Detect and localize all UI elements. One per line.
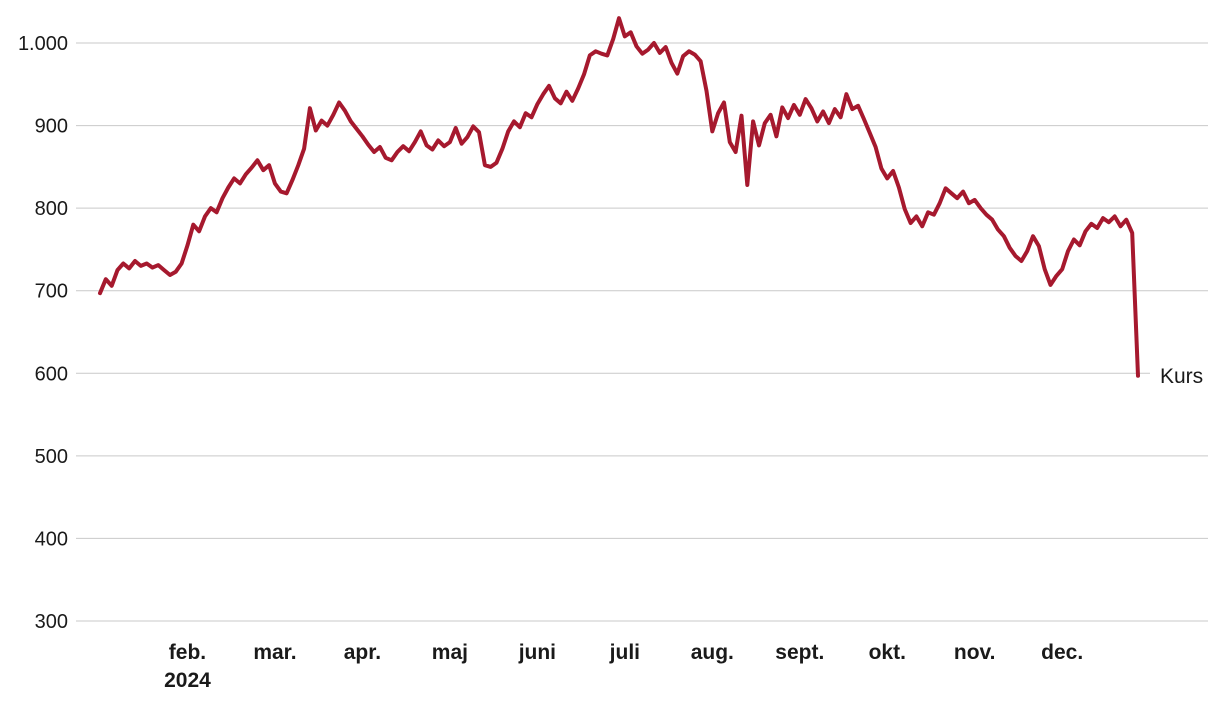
x-axis-tick-label-dec: dec.	[1041, 641, 1083, 664]
y-axis-tick-label-400: 400	[35, 528, 68, 550]
x-axis-tick-label-sept: sept.	[775, 641, 824, 664]
x-axis-tick-label-nov: nov.	[954, 641, 996, 664]
x-axis-tick-label-juli: juli	[609, 641, 640, 664]
x-axis-tick-label-mar: mar.	[253, 641, 296, 664]
y-axis-tick-label-600: 600	[35, 363, 68, 385]
x-axis-tick-label-apr: apr.	[344, 641, 381, 664]
x-axis-year-label: 2024	[164, 669, 211, 692]
y-axis-tick-label-500: 500	[35, 446, 68, 468]
series-end-label-kurs: Kurs	[1160, 365, 1203, 388]
price-line-series-kurs	[98, 16, 1140, 378]
series-end-label-background	[1150, 359, 1220, 392]
y-axis-tick-label-900: 900	[35, 116, 68, 138]
x-axis-tick-label-okt: okt.	[869, 641, 906, 664]
x-axis-tick-label-maj: maj	[432, 641, 468, 664]
x-axis-tick-label-feb: feb.	[169, 641, 206, 664]
y-axis-tick-label-700: 700	[35, 281, 68, 303]
y-axis-tick-label-300: 300	[35, 611, 68, 633]
y-axis-tick-label-1000: 1.000	[18, 33, 68, 55]
x-axis-tick-label-aug: aug.	[691, 641, 734, 664]
x-axis-tick-label-juni: juni	[518, 641, 556, 664]
y-axis-tick-label-800: 800	[35, 198, 68, 220]
